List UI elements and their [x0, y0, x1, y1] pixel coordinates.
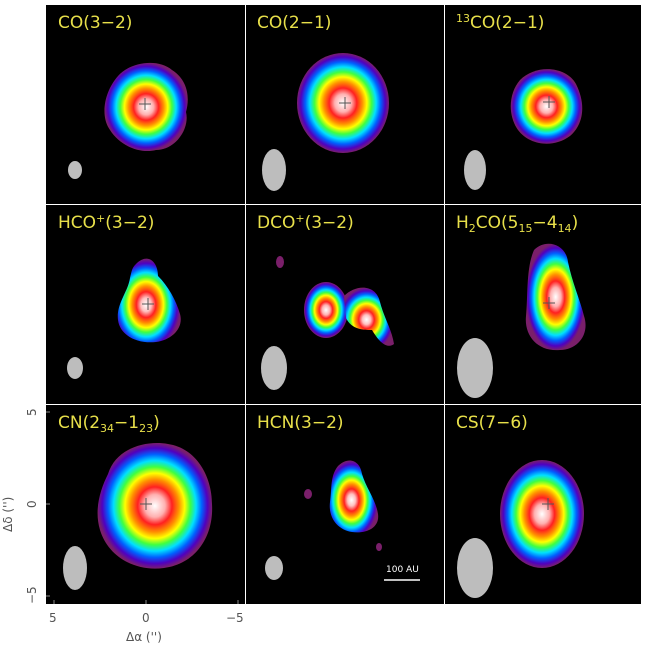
panel-label-9: CS(7−6): [456, 413, 528, 433]
emission-cn: [97, 443, 213, 569]
panel-label-6: H2CO(515−414): [456, 213, 578, 235]
panel-label-3: 13CO(2−1): [456, 12, 544, 33]
panel-labels: CO(3−2) CO(2−1) 13CO(2−1) HCO+(3−2) DCO+…: [58, 12, 578, 435]
panel-label-5: DCO+(3−2): [257, 212, 354, 233]
y-axis-label: Δδ (''): [1, 497, 15, 532]
beam-5: [261, 346, 287, 390]
panel-label-7: CN(234−123): [58, 413, 160, 435]
beam-9: [457, 538, 493, 598]
x-tick-label-3: −5: [226, 611, 244, 625]
center-cross-9: [542, 498, 554, 510]
center-cross-6: [543, 297, 555, 309]
beam-ellipses: [63, 149, 493, 598]
beam-3: [464, 150, 486, 190]
emission-dcop32: [276, 256, 394, 346]
y-tick-labels: 5 0 −5: [25, 408, 39, 604]
center-cross-2: [339, 97, 351, 109]
x-tick-label-1: 5: [49, 611, 57, 625]
beam-4: [67, 357, 83, 379]
panel-label-4: HCO+(3−2): [58, 212, 154, 233]
x-tick-labels: 5 0 −5: [49, 611, 244, 625]
center-cross-4: [142, 298, 154, 310]
beam-6: [457, 338, 493, 398]
x-axis-label: Δα (''): [126, 630, 162, 644]
emission-cs76: [500, 460, 584, 568]
center-cross-3: [543, 96, 555, 108]
emission-co32: [104, 62, 188, 152]
emission-hcn: [304, 460, 382, 551]
beam-2: [262, 149, 286, 191]
emission-h2co: [525, 243, 586, 351]
panel-label-2: CO(2−1): [257, 13, 331, 33]
scale-bar: 100 AU: [384, 565, 420, 581]
axis-ticks: [46, 411, 239, 604]
x-tick-label-2: 0: [142, 611, 150, 625]
y-tick-label-2: 0: [25, 500, 39, 508]
beam-8: [265, 556, 283, 580]
y-tick-label-3: −5: [25, 586, 39, 604]
center-markers: [139, 96, 555, 510]
panel-label-1: CO(3−2): [58, 13, 132, 33]
beam-7: [63, 546, 87, 590]
center-cross-1: [139, 98, 151, 110]
emission-hcop32: [117, 258, 181, 343]
beam-1: [68, 161, 82, 179]
center-cross-7: [140, 498, 152, 510]
scale-bar-label: 100 AU: [386, 565, 419, 575]
emission-13co21: [510, 69, 583, 144]
y-tick-label-1: 5: [25, 408, 39, 416]
panel-label-8: HCN(3−2): [257, 413, 344, 433]
